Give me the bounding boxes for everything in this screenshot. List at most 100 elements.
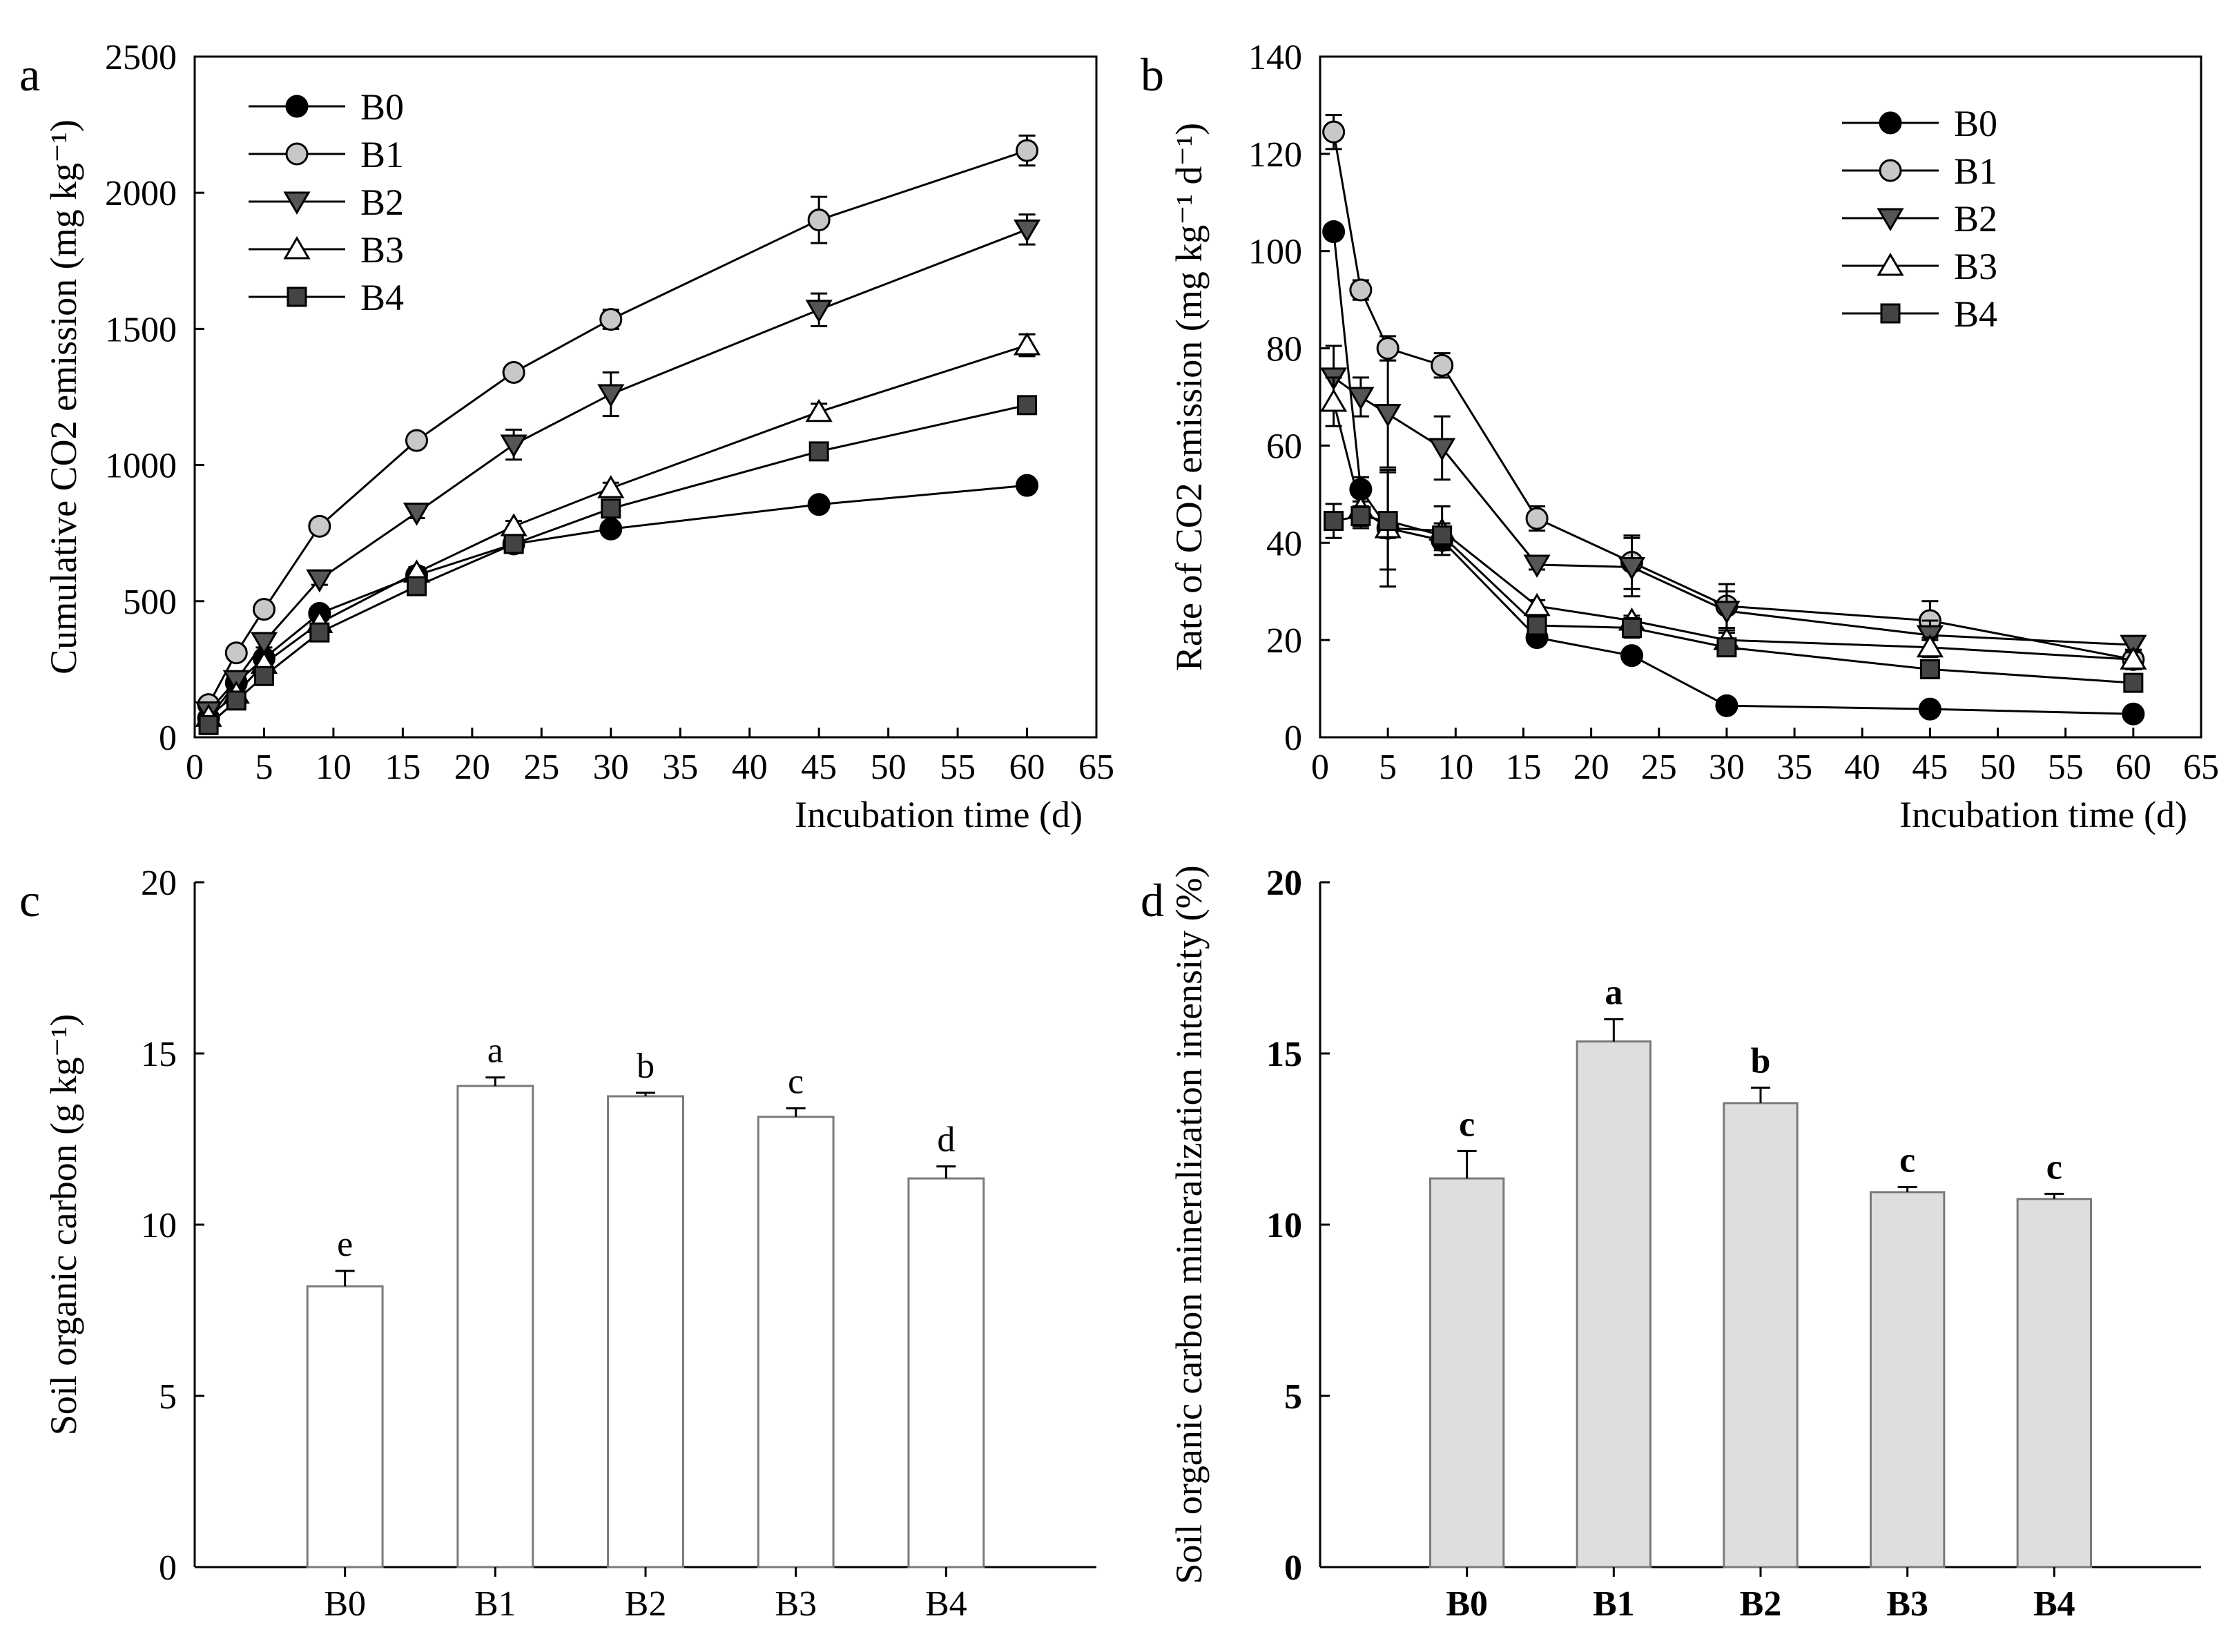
significance-letter: b [1751, 1042, 1771, 1081]
x-axis-title: Incubation time (d) [795, 794, 1083, 835]
x-tick-label: 25 [523, 748, 559, 787]
legend-label: B1 [360, 134, 404, 175]
panel-letter: b [1141, 48, 1164, 101]
x-tick-label: 40 [1844, 748, 1880, 787]
y-tick-label: 0 [1284, 719, 1302, 758]
x-tick-label: B3 [775, 1584, 817, 1624]
data-point [250, 632, 278, 655]
x-tick-label: B0 [324, 1584, 366, 1624]
y-tick-label: 0 [159, 1548, 177, 1588]
data-point [405, 429, 428, 452]
series-line [207, 229, 1028, 712]
data-point [306, 569, 333, 593]
legend-marker [287, 286, 307, 307]
x-tick-label: 10 [316, 748, 351, 787]
x-tick-label: 65 [1078, 748, 1114, 787]
data-point [503, 534, 524, 554]
legend-item-b4: B4 [1842, 293, 1997, 335]
x-axis-title: Incubation time (d) [1899, 794, 2187, 835]
y-tick-label: 20 [141, 864, 177, 903]
legend-label: B4 [360, 277, 404, 318]
bar-group-b3: c B3 [1870, 1140, 1946, 1624]
data-point [1013, 219, 1041, 243]
significance-letter: e [337, 1225, 353, 1264]
y-tick-label: 2500 [105, 38, 177, 77]
data-point [406, 576, 427, 596]
series-b4 [198, 395, 1038, 735]
data-point [502, 361, 525, 385]
y-tick-label: 0 [1284, 1548, 1302, 1588]
data-point [1324, 511, 1344, 532]
data-point [1016, 139, 1039, 162]
data-point [1322, 220, 1346, 244]
y-tick-label: 100 [1248, 233, 1302, 272]
plot-frame [1319, 55, 2202, 739]
x-tick-label: B4 [925, 1584, 967, 1624]
y-axis-title: Soil organic carbon (g kg⁻¹) [43, 1014, 84, 1436]
legend-marker [285, 95, 309, 118]
x-tick-label: 50 [871, 748, 907, 787]
data-point [1322, 120, 1346, 144]
x-tick-label: 20 [454, 748, 490, 787]
x-tick-label: 50 [1980, 748, 2016, 787]
data-point [1715, 694, 1738, 717]
data-point [2120, 634, 2147, 659]
panel-a-cumulative-co2: a 0 5 10 15 20 25 30 35 40 45 50 55 60 65 0 500 1000 1500 2… [19, 38, 1114, 835]
bar [757, 1116, 835, 1568]
x-tick-label: 65 [2183, 748, 2219, 787]
x-tick-label: B4 [2033, 1584, 2075, 1624]
x-tick-label: B2 [625, 1584, 667, 1624]
y-tick-label: 60 [1266, 427, 1302, 466]
data-point [1349, 278, 1373, 302]
data-point [1527, 615, 1547, 636]
y-tick-label: 500 [123, 583, 177, 622]
legend-marker [283, 236, 311, 260]
significance-letter: c [2046, 1147, 2062, 1187]
data-point [252, 598, 275, 621]
x-tick-label: 10 [1437, 748, 1473, 787]
x-tick-label: B1 [1593, 1584, 1635, 1624]
data-point [599, 308, 623, 331]
bar-group-b1: a B1 [1576, 973, 1652, 1624]
legend-marker [285, 142, 309, 166]
bar-group-b2: b B2 [1723, 1042, 1799, 1624]
y-axis-title: Cumulative CO2 emission (mg kg⁻¹) [43, 119, 84, 674]
x-tick-label: B2 [1740, 1584, 1782, 1624]
series-b2 [195, 213, 1041, 725]
data-point [807, 208, 831, 232]
x-tick-label: 60 [1009, 748, 1045, 787]
x-tick-label: 15 [385, 748, 420, 787]
significance-letter: c [1899, 1140, 1915, 1180]
legend-item-b1: B1 [1842, 150, 1997, 192]
legend-marker [1877, 208, 1904, 231]
legend-marker [1877, 253, 1904, 276]
data-point [1716, 637, 1737, 658]
legend-marker [1879, 159, 1902, 182]
x-tick-label: 35 [1776, 748, 1812, 787]
data-point [198, 715, 219, 735]
legend-label: B2 [1954, 198, 1997, 240]
significance-letter: a [487, 1031, 503, 1071]
legend-item-b2: B2 [249, 182, 404, 223]
y-axis-title: Soil organic carbon mineralization inten… [1168, 865, 1210, 1584]
legend: B0 B1 B2 B3 B4 [1842, 103, 1997, 335]
x-tick-label: 0 [186, 748, 204, 787]
data-point [1918, 697, 1941, 721]
y-tick-label: 15 [1266, 1035, 1302, 1074]
significance-letter: d [937, 1120, 955, 1160]
data-point [1320, 389, 1348, 412]
y-tick-label: 2000 [105, 174, 177, 213]
data-point [1376, 337, 1399, 360]
y-tick-label: 5 [1284, 1377, 1302, 1417]
series-b4 [1324, 471, 2144, 693]
data-point [597, 475, 625, 498]
bar [607, 1095, 684, 1568]
data-point [807, 493, 831, 516]
data-point [1618, 557, 1646, 581]
y-tick-label: 10 [1266, 1206, 1302, 1245]
panel-d-mineralization-intensity: d 0 5 10 15 20 Soil organic carbon mineralizat… [1141, 864, 2201, 1624]
y-tick-label: 5 [159, 1377, 177, 1417]
y-tick-label: 15 [141, 1035, 177, 1074]
legend-marker [283, 191, 311, 215]
bar [1576, 1040, 1652, 1568]
